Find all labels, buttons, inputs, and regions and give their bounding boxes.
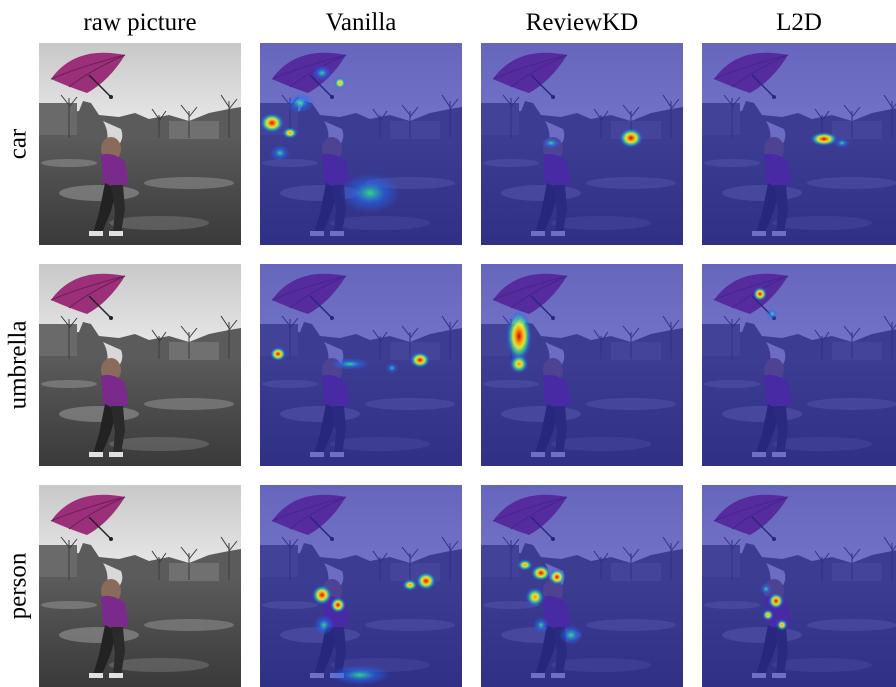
heatmap-umbrella-l2d bbox=[702, 264, 896, 466]
column-header-l2d: L2D bbox=[776, 9, 822, 36]
row-label-person: person bbox=[4, 552, 31, 620]
heatmap-umbrella-reviewkd bbox=[481, 264, 683, 466]
column-header-vanilla: Vanilla bbox=[325, 9, 397, 36]
heatmap-car-reviewkd bbox=[481, 43, 683, 245]
row-label-car: car bbox=[4, 128, 31, 160]
column-header-raw-picture: raw picture bbox=[83, 9, 197, 36]
heatmap-person-vanilla bbox=[260, 485, 462, 687]
heatmap-car-vanilla bbox=[260, 43, 462, 245]
heatmap-car-l2d bbox=[702, 43, 896, 245]
heatmap-person-reviewkd bbox=[481, 485, 683, 687]
heatmap-umbrella-vanilla bbox=[260, 264, 462, 466]
column-header-reviewkd: ReviewKD bbox=[525, 9, 639, 36]
heatmap-person-l2d bbox=[702, 485, 896, 687]
row-label-umbrella: umbrella bbox=[4, 320, 32, 410]
image-person-raw-picture bbox=[39, 485, 241, 687]
image-car-raw-picture bbox=[39, 43, 241, 245]
image-umbrella-raw-picture bbox=[39, 264, 241, 466]
